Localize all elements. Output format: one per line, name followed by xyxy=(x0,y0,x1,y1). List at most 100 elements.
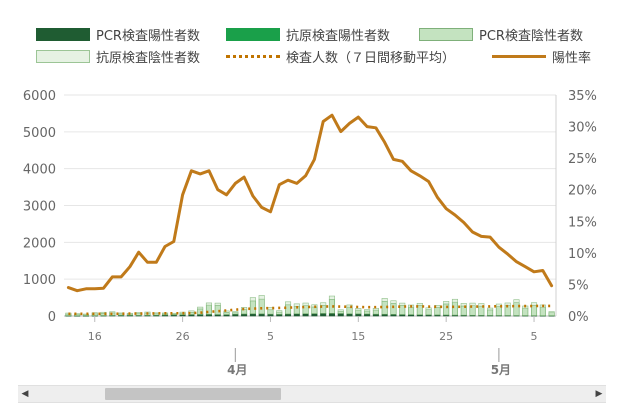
bar-pcr-positive xyxy=(320,313,327,317)
y-left-tick-label: 3000 xyxy=(23,200,56,215)
bar-antigen-negative xyxy=(82,313,89,316)
month-label: 5月 xyxy=(491,363,511,377)
bar-antigen-negative xyxy=(346,304,353,308)
legend-swatch-tests-avg xyxy=(226,55,280,58)
bar-pcr-negative xyxy=(267,309,274,315)
bar-antigen-negative xyxy=(258,295,265,300)
bar-antigen-negative xyxy=(381,298,388,302)
bar-antigen-negative xyxy=(337,309,344,312)
x-tick-label: 16 xyxy=(88,330,102,343)
legend-label-antigen-negative: 抗原検査陰性者数 xyxy=(96,51,201,66)
y-left-tick-label: 5000 xyxy=(23,126,56,141)
x-tick-label: 5 xyxy=(531,330,538,343)
bar-antigen-negative xyxy=(425,307,432,310)
legend-swatch-positivity-rate xyxy=(492,55,546,58)
bar-pcr-negative xyxy=(434,307,441,316)
bar-pcr-positive xyxy=(249,313,256,317)
bar-pcr-negative xyxy=(337,310,344,314)
x-tick-label: 25 xyxy=(439,330,453,343)
bar-antigen-negative xyxy=(372,307,379,311)
y-right-tick-label: 5% xyxy=(568,278,589,293)
bar-pcr-negative xyxy=(372,309,379,315)
chart-scrollbar[interactable]: ◀ ▶ xyxy=(18,385,606,403)
scroll-right-arrow-icon[interactable]: ▶ xyxy=(595,389,603,399)
bar-pcr-positive xyxy=(285,313,292,317)
bar-pcr-negative xyxy=(522,307,529,316)
bar-antigen-negative xyxy=(416,302,423,306)
bar-pcr-positive xyxy=(258,313,265,317)
bar-antigen-negative xyxy=(399,302,406,306)
bar-antigen-negative xyxy=(460,303,467,307)
bar-antigen-negative xyxy=(320,302,327,306)
legend-item-pcr-positive[interactable]: PCR検査陽性者数 xyxy=(36,25,200,44)
bar-antigen-negative xyxy=(478,303,485,307)
legend-item-pcr-negative[interactable]: PCR検査陰性者数 xyxy=(419,25,583,44)
y-right-tick-label: 20% xyxy=(568,184,597,199)
y-right-tick-label: 30% xyxy=(568,121,597,136)
bar-pcr-negative xyxy=(346,306,353,315)
bar-antigen-negative xyxy=(451,298,458,303)
legend-item-antigen-negative[interactable]: 抗原検査陰性者数 xyxy=(36,47,200,66)
bar-pcr-negative xyxy=(399,305,406,315)
scroll-left-arrow-icon[interactable]: ◀ xyxy=(21,389,29,399)
bar-antigen-negative xyxy=(223,310,230,313)
bar-pcr-positive xyxy=(346,313,353,317)
bar-pcr-negative xyxy=(258,298,265,315)
bar-antigen-negative xyxy=(328,295,335,300)
bar-pcr-positive xyxy=(337,313,344,317)
bar-pcr-positive xyxy=(328,313,335,317)
legend-item-tests-avg[interactable]: 検査人数（７日間移動平均） xyxy=(226,47,455,66)
bar-pcr-negative xyxy=(355,309,362,315)
y-right-tick-label: 10% xyxy=(568,247,597,262)
bar-pcr-negative xyxy=(408,306,415,315)
y-right-tick-label: 15% xyxy=(568,215,597,230)
bar-pcr-negative xyxy=(390,303,397,315)
y-right-tick-label: 35% xyxy=(568,89,597,104)
bar-antigen-negative xyxy=(214,302,221,306)
bar-antigen-negative xyxy=(65,312,72,315)
bar-pcr-positive xyxy=(355,313,362,317)
legend-item-antigen-positive[interactable]: 抗原検査陽性者数 xyxy=(226,25,390,44)
legend-label-antigen-positive: 抗原検査陽性者数 xyxy=(286,29,391,44)
bar-antigen-negative xyxy=(364,309,371,312)
bar-pcr-positive xyxy=(302,313,309,317)
legend-label-pcr-negative: PCR検査陰性者数 xyxy=(479,29,583,44)
y-left-tick-label: 0 xyxy=(48,310,56,325)
bar-antigen-negative xyxy=(249,297,256,302)
bar-pcr-negative xyxy=(223,312,230,315)
bar-pcr-negative xyxy=(495,306,502,316)
bar-antigen-negative xyxy=(443,301,450,305)
scrollbar-thumb[interactable] xyxy=(105,388,281,400)
x-tick-label: 26 xyxy=(176,330,190,343)
bar-pcr-positive xyxy=(311,313,318,317)
legend-swatch-pcr-negative xyxy=(419,28,473,41)
bar-pcr-negative xyxy=(364,310,371,315)
y-left-tick-label: 6000 xyxy=(23,89,56,104)
bar-antigen-negative xyxy=(197,306,204,310)
month-label: 4月 xyxy=(227,363,247,377)
bar-pcr-negative xyxy=(451,301,458,316)
legend-swatch-antigen-positive xyxy=(226,28,280,41)
y-left-tick-label: 4000 xyxy=(23,163,56,178)
y-right-tick-label: 0% xyxy=(568,310,589,325)
chart-legend: PCR検査陽性者数 抗原検査陽性者数 PCR検査陰性者数 抗原検査陰性者数 検査… xyxy=(0,0,622,72)
bar-antigen-negative xyxy=(276,310,283,313)
series-line-positivity-rate xyxy=(66,113,554,293)
bar-antigen-negative xyxy=(232,311,239,313)
bar-pcr-negative xyxy=(513,302,520,316)
x-tick-label: 5 xyxy=(267,330,274,343)
legend-label-pcr-positive: PCR検査陽性者数 xyxy=(96,29,200,44)
bar-pcr-negative xyxy=(443,303,450,316)
bar-pcr-negative xyxy=(425,309,432,316)
y-left-tick-label: 2000 xyxy=(23,236,56,251)
bar-antigen-negative xyxy=(302,302,309,306)
bar-antigen-negative xyxy=(205,302,212,306)
y-right-tick-label: 25% xyxy=(568,152,597,167)
legend-item-positivity-rate[interactable]: 陽性率 xyxy=(492,47,591,66)
bar-antigen-negative xyxy=(548,311,555,313)
bar-antigen-negative xyxy=(469,302,476,306)
legend-swatch-antigen-negative xyxy=(36,50,90,63)
bar-antigen-negative xyxy=(531,302,538,306)
bar-antigen-negative xyxy=(487,307,494,311)
